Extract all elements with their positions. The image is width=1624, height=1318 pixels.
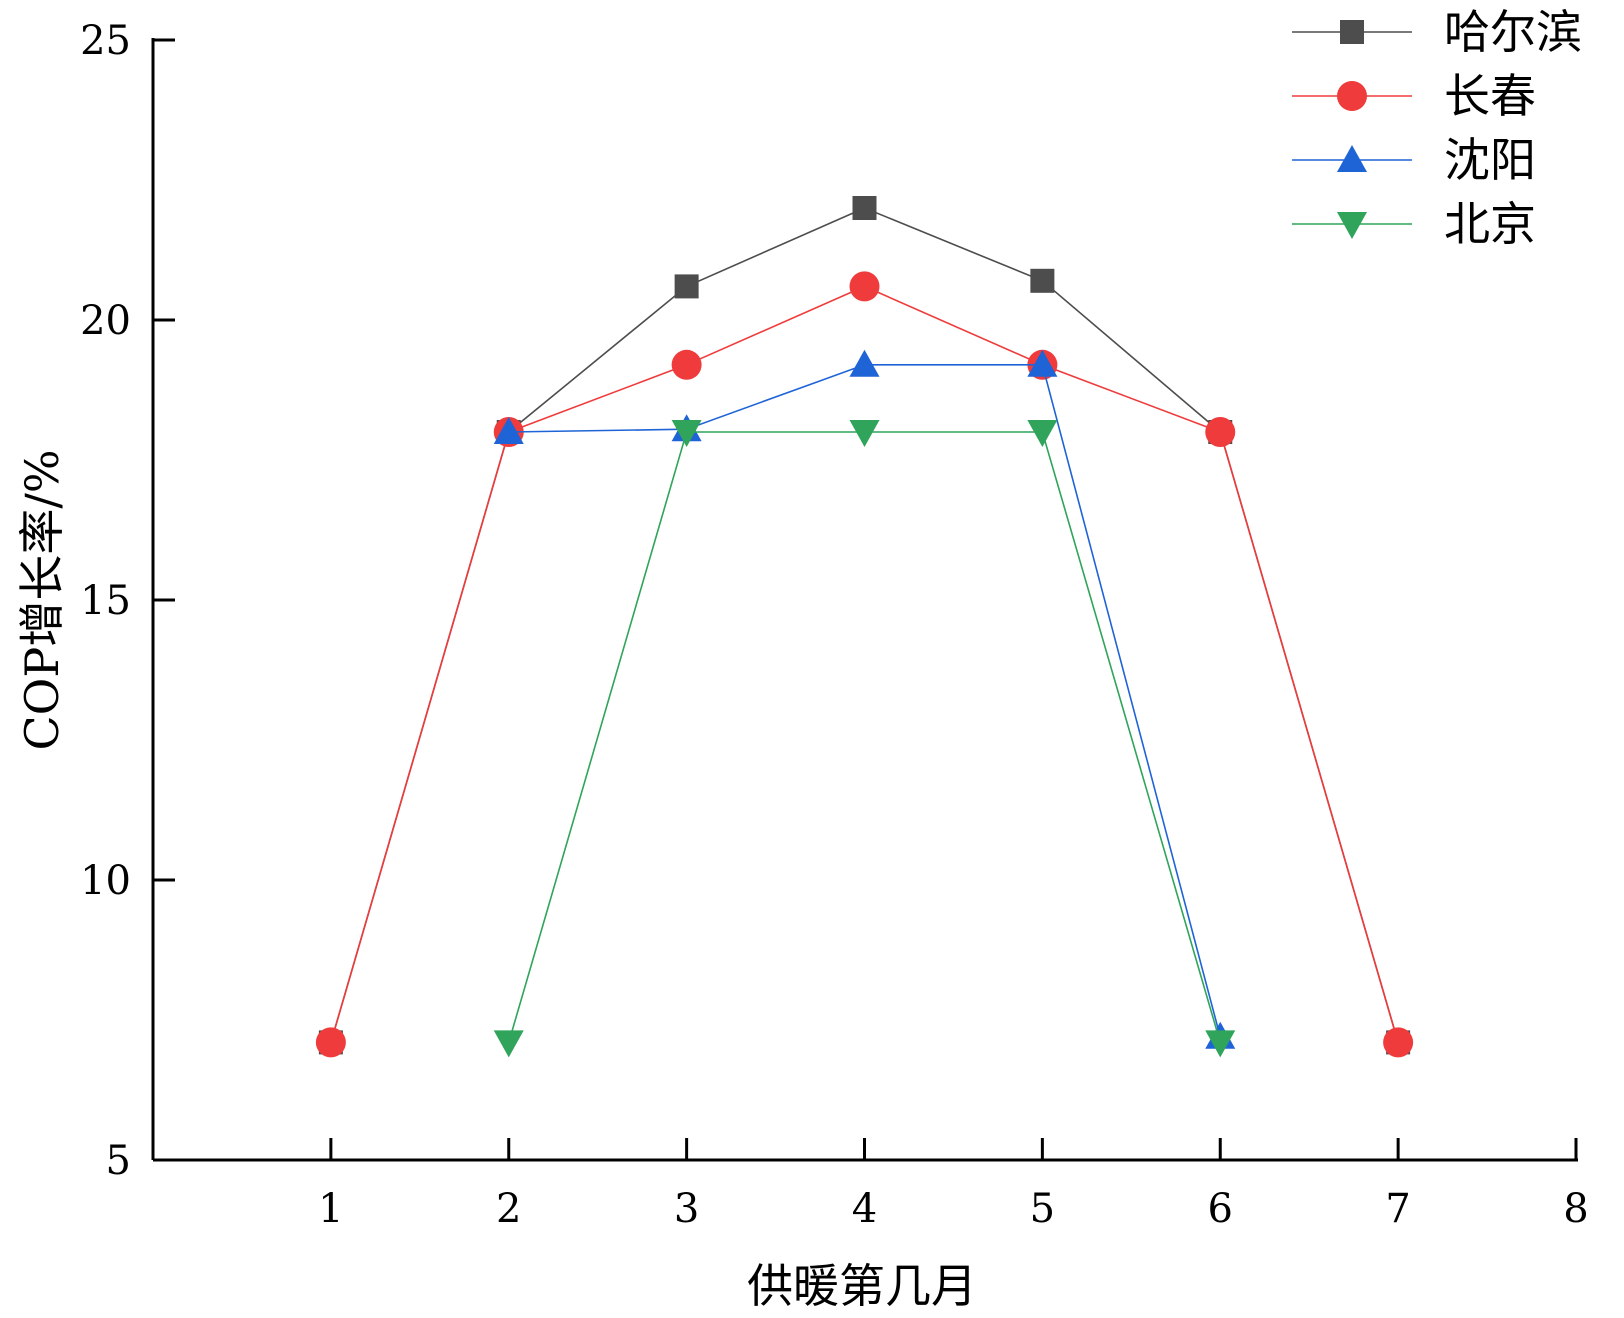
legend-label: 长春 bbox=[1444, 69, 1536, 123]
x-tick-label: 3 bbox=[674, 1186, 699, 1232]
data-point bbox=[1027, 349, 1058, 377]
data-point bbox=[1205, 1030, 1236, 1058]
data-point bbox=[671, 420, 702, 447]
data-point bbox=[849, 420, 880, 447]
legend-item: 北京 bbox=[1292, 197, 1536, 251]
data-point bbox=[1205, 417, 1236, 447]
data-point bbox=[849, 271, 880, 302]
y-tick-label: 10 bbox=[80, 858, 131, 904]
series-line bbox=[330, 207, 1399, 1043]
x-tick-label: 1 bbox=[318, 1186, 343, 1232]
y-tick-label: 20 bbox=[80, 298, 131, 344]
data-point bbox=[671, 349, 702, 380]
series-line bbox=[507, 431, 1222, 1043]
y-tick-label: 15 bbox=[80, 578, 131, 624]
x-tick-label: 6 bbox=[1208, 1186, 1233, 1232]
data-point bbox=[493, 417, 524, 444]
x-axis-title: 供暖第几月 bbox=[747, 1259, 977, 1313]
legend-marker bbox=[1337, 145, 1367, 172]
data-point bbox=[674, 274, 699, 299]
legend-label: 哈尔滨 bbox=[1444, 5, 1582, 59]
x-tick-label: 8 bbox=[1563, 1186, 1588, 1232]
y-tick-label: 25 bbox=[80, 18, 131, 64]
x-tick-label: 7 bbox=[1385, 1186, 1410, 1232]
x-tick-label: 5 bbox=[1030, 1186, 1055, 1232]
y-tick-label: 5 bbox=[106, 1138, 131, 1184]
series-1 bbox=[315, 271, 1414, 1058]
data-point bbox=[852, 196, 877, 220]
data-point bbox=[1383, 1027, 1414, 1058]
legend-item: 沈阳 bbox=[1292, 133, 1536, 187]
series-0 bbox=[318, 196, 1411, 1055]
x-tick-label: 2 bbox=[496, 1186, 521, 1232]
legend-item: 哈尔滨 bbox=[1292, 5, 1582, 59]
legend-marker bbox=[1337, 81, 1367, 111]
data-point bbox=[315, 1027, 346, 1058]
series-layer bbox=[315, 196, 1414, 1058]
data-point bbox=[849, 349, 880, 377]
series-line bbox=[330, 285, 1399, 1043]
legend-item: 长春 bbox=[1292, 69, 1536, 123]
legend-label: 沈阳 bbox=[1444, 133, 1536, 187]
data-point bbox=[493, 1030, 524, 1058]
data-point bbox=[1030, 268, 1055, 293]
series-line bbox=[508, 363, 1222, 1038]
legend-marker bbox=[1340, 20, 1364, 44]
x-tick-label: 4 bbox=[852, 1186, 877, 1232]
legend-label: 北京 bbox=[1444, 197, 1536, 251]
legend-marker bbox=[1337, 212, 1367, 239]
series-3 bbox=[493, 420, 1236, 1058]
axes: 5 10 15 20 25 1 2 3 4 5 6 7 8 bbox=[80, 18, 1589, 1232]
series-2 bbox=[493, 349, 1236, 1049]
y-axis-title: COP增长率/% bbox=[15, 449, 69, 750]
data-point bbox=[1027, 420, 1058, 447]
